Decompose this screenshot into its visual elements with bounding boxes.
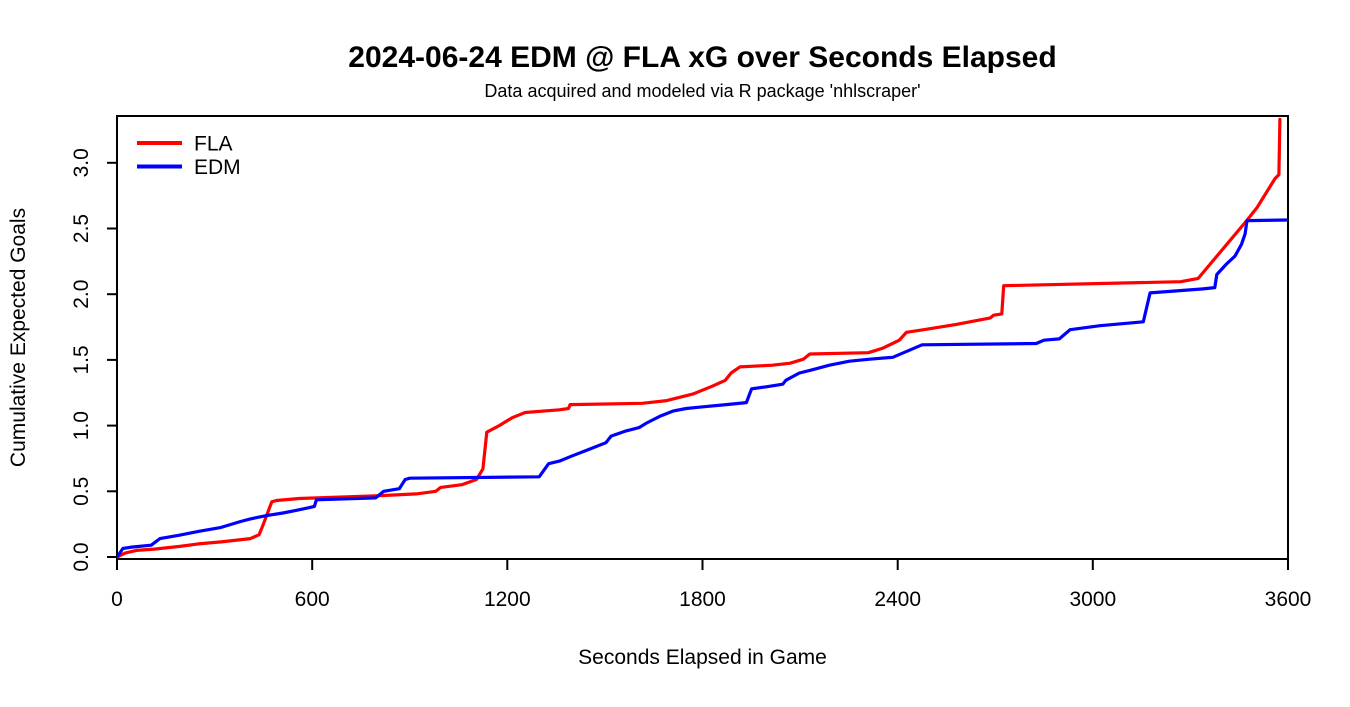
x-tick-label: 3000 [1069,588,1116,611]
legend-label-fla: FLA [194,133,233,156]
legend: FLA EDM [137,133,241,179]
series-lines [117,117,1288,559]
series-line-edm [117,218,1288,559]
x-tick-label: 2400 [874,588,921,611]
y-axis-title: Cumulative Expected Goals [7,208,30,467]
series-line-fla [117,117,1282,559]
x-tick-label: 0 [111,588,123,611]
y-tick-label: 1.5 [70,345,93,374]
plot-frame [116,115,1289,560]
y-tick-label: 1.0 [70,411,93,440]
y-tick-label: 0.5 [70,477,93,506]
legend-label-edm: EDM [194,156,241,179]
x-tick-label: 600 [295,588,330,611]
x-tick-label: 1800 [679,588,726,611]
y-tick-label: 2.0 [70,280,93,309]
chart-title: 2024-06-24 EDM @ FLA xG over Seconds Ela… [348,41,1056,74]
x-axis: 0 600 1200 1800 2400 3000 3600 [111,559,1311,611]
chart-subtitle: Data acquired and modeled via R package … [484,81,920,101]
y-tick-label: 0.0 [70,542,93,571]
y-tick-label: 2.5 [70,214,93,243]
y-tick-label: 3.0 [70,148,93,177]
y-axis: 0.0 0.5 1.0 1.5 2.0 2.5 3.0 [70,148,117,572]
x-axis-title: Seconds Elapsed in Game [578,646,827,669]
x-tick-label: 3600 [1265,588,1312,611]
x-tick-label: 1200 [484,588,531,611]
